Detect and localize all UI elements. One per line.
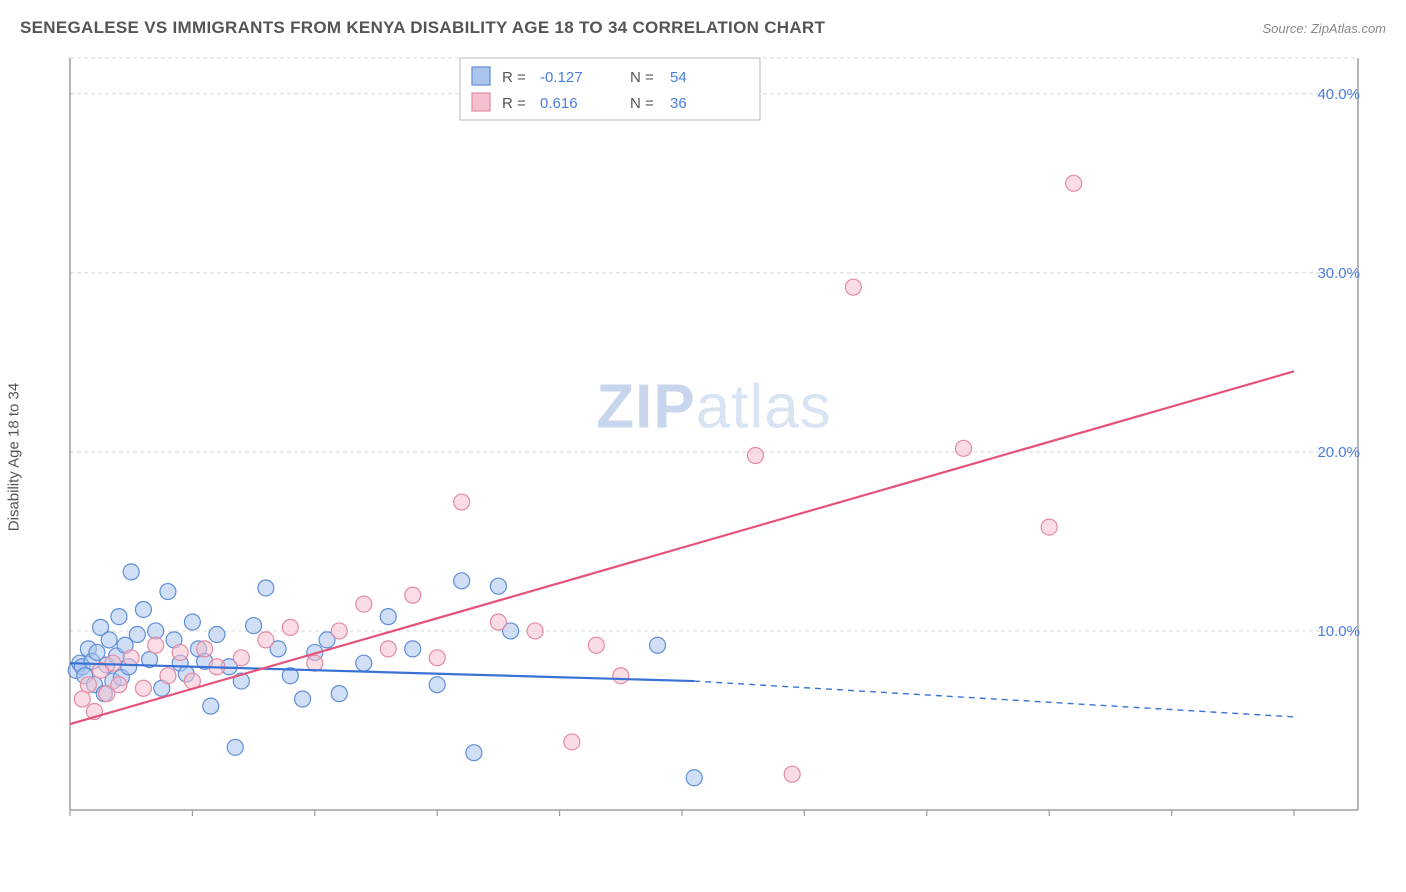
svg-text:R =: R = (502, 95, 526, 112)
svg-text:0.616: 0.616 (540, 95, 578, 112)
chart-wrap: Disability Age 18 to 34 ZIPatlas10.0%20.… (20, 54, 1364, 860)
y-axis-label: Disability Age 18 to 34 (6, 383, 23, 531)
svg-text:30.0%: 30.0% (1317, 265, 1360, 282)
svg-text:N =: N = (630, 95, 654, 112)
chart-source: Source: ZipAtlas.com (1262, 21, 1386, 36)
svg-text:36: 36 (670, 95, 687, 112)
svg-text:-0.127: -0.127 (540, 69, 583, 86)
svg-text:R =: R = (502, 69, 526, 86)
svg-text:N =: N = (630, 69, 654, 86)
svg-text:20.0%: 20.0% (1317, 444, 1360, 461)
svg-text:54: 54 (670, 69, 687, 86)
svg-text:ZIPatlas: ZIPatlas (596, 372, 831, 441)
chart-svg: ZIPatlas10.0%20.0%30.0%40.0%0.0%10.0%R =… (64, 54, 1364, 816)
svg-text:40.0%: 40.0% (1317, 86, 1360, 103)
plot-area: ZIPatlas10.0%20.0%30.0%40.0%0.0%10.0%R =… (64, 54, 1364, 816)
svg-text:10.0%: 10.0% (1317, 623, 1360, 640)
chart-title: SENEGALESE VS IMMIGRANTS FROM KENYA DISA… (20, 18, 825, 38)
chart-header: SENEGALESE VS IMMIGRANTS FROM KENYA DISA… (20, 18, 1386, 38)
